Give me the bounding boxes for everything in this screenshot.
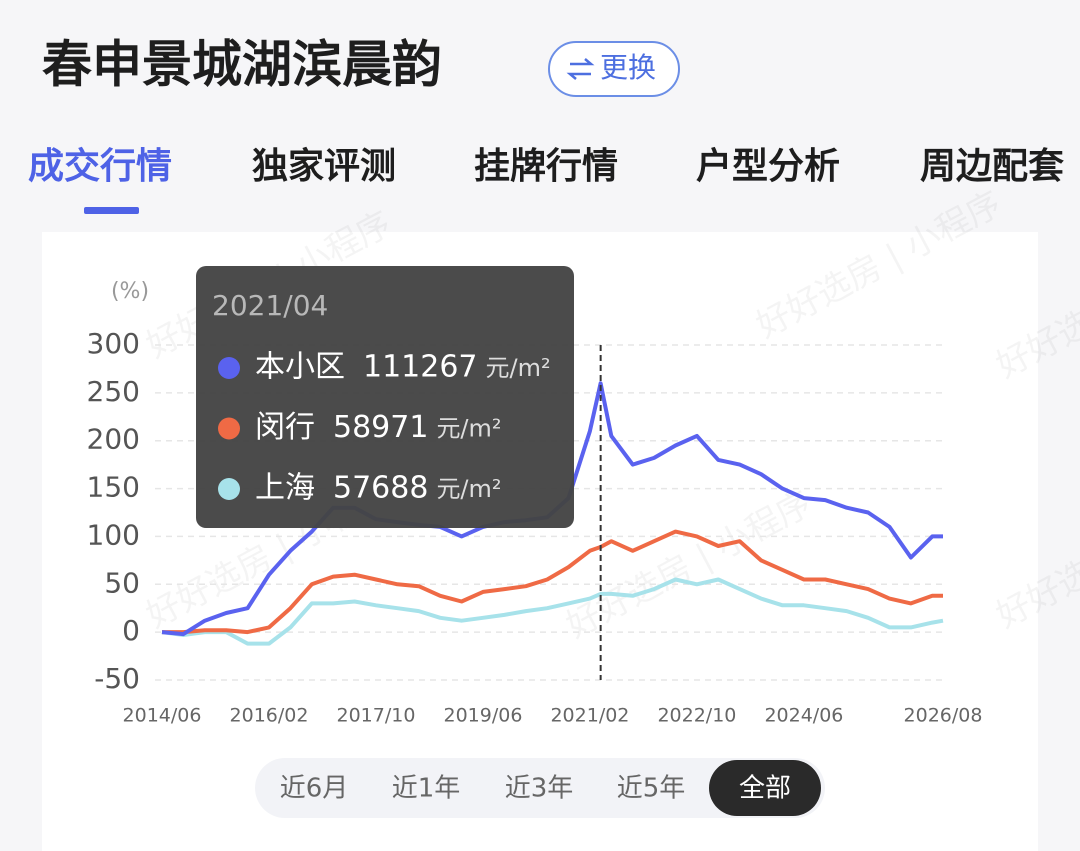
page-title: 春申景城湖滨晨韵 xyxy=(42,36,442,94)
tooltip-name: 上海 xyxy=(255,471,315,506)
y-unit-label: (%) xyxy=(111,279,149,304)
tab[interactable]: 成交行情 xyxy=(28,145,172,187)
tooltip-value: 57688 xyxy=(333,471,428,506)
x-tick-label: 2024/06 xyxy=(764,705,843,727)
x-tick-label: 2016/02 xyxy=(230,705,309,727)
y-tick-label: 0 xyxy=(122,614,140,647)
x-tick-label: 2026/08 xyxy=(904,705,983,727)
tooltip-value: 58971 xyxy=(333,410,428,445)
y-tick-label: -50 xyxy=(94,662,140,695)
y-tick-label: 150 xyxy=(87,471,140,504)
range-track xyxy=(255,758,825,818)
tooltip-date: 2021/04 xyxy=(212,289,328,322)
tooltip-unit: 元/m² xyxy=(436,475,501,503)
tooltip-swatch xyxy=(218,357,240,379)
switch-button-frame xyxy=(548,41,680,97)
range-option[interactable]: 近6月 xyxy=(280,774,349,804)
x-tick-label: 2021/02 xyxy=(550,705,629,727)
x-tick-label: 2014/06 xyxy=(123,705,202,727)
x-tick-label: 2022/10 xyxy=(657,705,736,727)
tooltip-value: 111267 xyxy=(363,350,478,385)
switch-icon xyxy=(566,58,595,80)
tooltip-swatch xyxy=(218,417,240,440)
y-tick-label: 200 xyxy=(87,423,140,456)
tooltip-name: 本小区 xyxy=(255,350,345,385)
tab[interactable]: 独家评测 xyxy=(252,146,396,187)
tab-bar: 成交行情 独家评测 挂牌行情 户型分析 周边配套 xyxy=(28,145,1064,214)
range-option[interactable]: 近1年 xyxy=(392,774,461,804)
range-option[interactable]: 近3年 xyxy=(505,774,574,804)
tooltip-box xyxy=(196,266,574,528)
y-tick-label: 50 xyxy=(104,566,140,599)
tooltip-name: 闵行 xyxy=(255,410,315,445)
tab[interactable]: 挂牌行情 xyxy=(474,146,618,187)
y-tick-label: 300 xyxy=(87,327,140,360)
tooltip-unit: 元/m² xyxy=(486,354,551,382)
y-tick-label: 100 xyxy=(87,518,140,551)
tab[interactable]: 户型分析 xyxy=(696,146,840,187)
y-tick-label: 250 xyxy=(87,375,140,408)
tab-underline xyxy=(84,207,139,214)
x-tick-label: 2017/10 xyxy=(337,705,416,727)
tab[interactable]: 周边配套 xyxy=(920,146,1064,187)
series-line xyxy=(161,577,944,646)
tooltip: 2021/04 本小区 111267 元/m² 闵行 58971 元/m² 上海 57688 元/… xyxy=(196,266,602,680)
series-line xyxy=(162,529,943,635)
x-tick-label: 2019/06 xyxy=(443,705,522,727)
switch-label: 更换 xyxy=(600,51,656,84)
range-selector: 近6月 近1年 近3年 近5年 全部 xyxy=(255,758,825,818)
tooltip-unit: 元/m² xyxy=(436,415,501,443)
plot: -50 0 50 100 150 200 250 300 2014/06 2016/02 2017/… xyxy=(87,327,983,727)
switch-button[interactable]: 更换 xyxy=(548,41,680,97)
range-active-pill xyxy=(709,760,821,816)
range-option[interactable]: 近5年 xyxy=(617,774,686,804)
tooltip-swatch xyxy=(218,478,240,500)
range-option[interactable]: 全部 xyxy=(739,774,791,804)
